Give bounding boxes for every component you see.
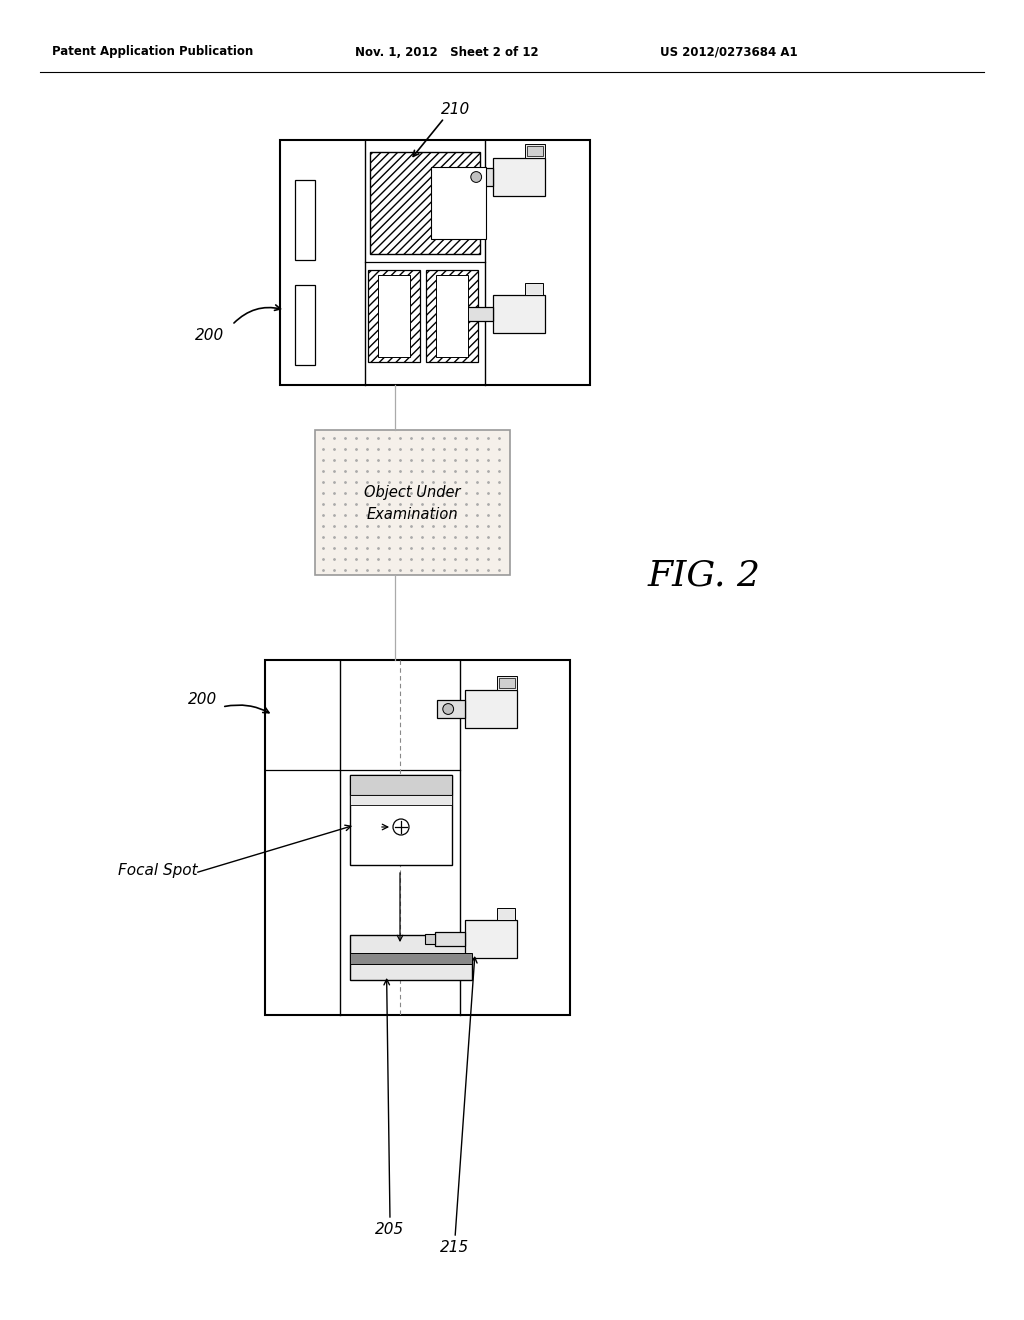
Text: US 2012/0273684 A1: US 2012/0273684 A1 <box>660 45 798 58</box>
Bar <box>379 275 410 356</box>
Bar <box>350 795 452 805</box>
Bar <box>430 168 485 239</box>
Bar <box>350 953 472 964</box>
Bar <box>370 152 480 253</box>
Circle shape <box>393 818 409 836</box>
Text: 210: 210 <box>441 103 470 117</box>
Text: 200: 200 <box>188 693 217 708</box>
Text: Object Under: Object Under <box>365 484 461 500</box>
Bar <box>280 140 590 385</box>
Bar <box>525 144 545 158</box>
Bar <box>453 309 463 319</box>
Text: Examination: Examination <box>367 507 459 521</box>
Text: FIG. 2: FIG. 2 <box>648 558 761 591</box>
Bar <box>265 660 570 1015</box>
Bar <box>497 908 515 920</box>
Text: Focal Spot: Focal Spot <box>118 862 198 878</box>
Text: 200: 200 <box>195 327 224 342</box>
Text: 205: 205 <box>375 1222 404 1238</box>
Bar <box>435 932 465 946</box>
Bar <box>497 676 517 690</box>
Bar <box>465 168 493 186</box>
Bar <box>350 775 452 795</box>
Text: Patent Application Publication: Patent Application Publication <box>52 45 253 58</box>
Bar <box>295 180 315 260</box>
Bar <box>295 285 315 366</box>
Circle shape <box>471 172 481 182</box>
Bar <box>499 678 515 688</box>
Bar <box>465 920 517 958</box>
Bar <box>425 935 435 944</box>
Bar <box>493 294 545 333</box>
Text: 215: 215 <box>440 1241 469 1255</box>
Bar <box>350 935 472 979</box>
Bar <box>436 275 468 356</box>
Bar <box>493 158 545 195</box>
Bar <box>426 271 478 362</box>
Bar <box>525 282 543 294</box>
Bar <box>350 775 452 865</box>
Bar <box>315 430 510 576</box>
Circle shape <box>442 704 454 714</box>
Bar <box>527 147 543 156</box>
Bar <box>463 308 493 321</box>
Bar <box>465 690 517 729</box>
Bar <box>437 700 465 718</box>
Text: Nov. 1, 2012   Sheet 2 of 12: Nov. 1, 2012 Sheet 2 of 12 <box>355 45 539 58</box>
Bar <box>368 271 420 362</box>
